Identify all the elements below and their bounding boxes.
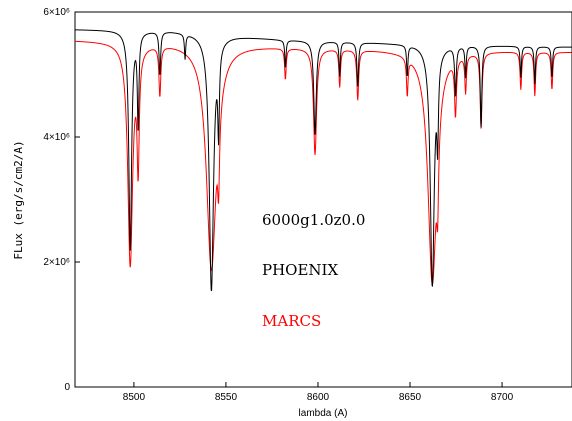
x-axis: 8500 8550 8600 8650 8700	[123, 382, 514, 403]
x-tick-label: 8550	[215, 392, 238, 403]
y-axis: 0 2×10⁶ 4×10⁶ 6×10⁶	[43, 7, 80, 393]
plot-frame	[74, 11, 572, 388]
series-line-phoenix	[74, 29, 572, 292]
y-tick-label: 2×10⁶	[43, 257, 70, 268]
series-line-marcs	[74, 40, 572, 286]
x-tick-label: 8600	[307, 392, 330, 403]
x-tick-label: 8500	[123, 392, 146, 403]
marcs-label: MARCS	[262, 312, 321, 330]
x-tick-label: 8650	[399, 392, 422, 403]
y-tick-label: 0	[64, 382, 70, 393]
phoenix-label: PHOENIX	[262, 261, 338, 279]
series-group	[74, 29, 572, 292]
x-axis-label: lambda (A)	[299, 408, 348, 419]
y-axis-label: FLux (erg/s/cm2/A)	[12, 140, 25, 259]
x-tick-label: 8700	[491, 392, 514, 403]
y-tick-label: 4×10⁶	[43, 132, 70, 143]
model-annotation: 6000g1.0z0.0	[262, 211, 365, 229]
y-tick-label: 6×10⁶	[43, 7, 70, 18]
